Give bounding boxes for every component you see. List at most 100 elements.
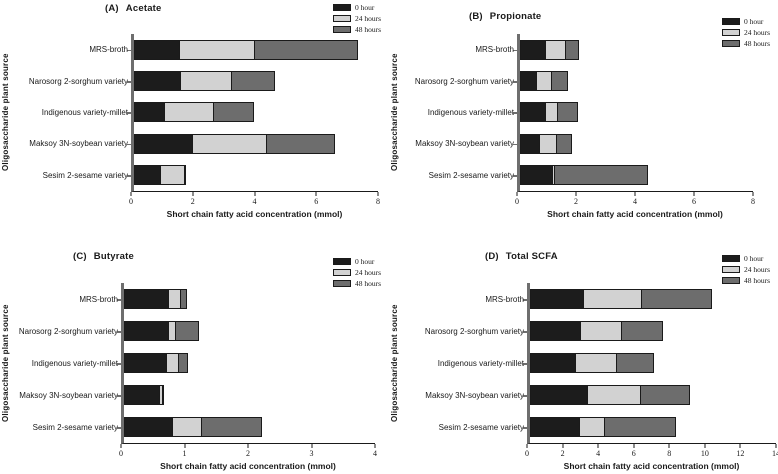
- bar-segment-0-hour: [134, 133, 194, 154]
- bar-segment-48-hours: [266, 133, 335, 154]
- x-tick-label: 10: [700, 449, 709, 458]
- bar-segment-48-hours: [555, 133, 572, 154]
- bar-row: Narosorg 2-sorghum variety: [19, 321, 375, 341]
- bar-track: [124, 353, 375, 373]
- x-tick-label: 6: [692, 197, 696, 206]
- x-axis-title: Short chain fatty acid concentration (mm…: [160, 461, 336, 471]
- x-tick: [130, 192, 132, 196]
- bar-segment-48-hours: [201, 417, 262, 437]
- bar-track: [134, 39, 378, 60]
- bar-track: [134, 71, 378, 92]
- bar-segment-48-hours: [621, 321, 664, 341]
- bar-segment-24-hours: [178, 39, 255, 60]
- panel-title: (A) Acetate: [105, 3, 162, 14]
- bar-segment-0-hour: [520, 165, 554, 186]
- category-label: Maksoy 3N-soybean variety: [425, 390, 524, 400]
- bar-track: [520, 165, 753, 186]
- legend-label: 48 hours: [354, 25, 381, 34]
- legend-item: 24 hours: [721, 265, 770, 274]
- x-tick-label: 2: [190, 197, 195, 206]
- category-label: Indigenous variety-millet: [41, 107, 128, 117]
- x-tick-label: 12: [736, 449, 745, 458]
- panel-name: Butyrate: [93, 251, 134, 262]
- bar-segment-48-hours: [231, 71, 276, 92]
- legend-item: 48 hours: [721, 39, 770, 48]
- bar-segment-0-hour: [124, 353, 167, 373]
- legend-label: 24 hours: [354, 268, 381, 277]
- bar-segment-0-hour: [134, 102, 165, 123]
- x-axis: 0 2 4 6 8: [129, 192, 380, 210]
- chart-panel-total-scfa: Oligosaccharide plant source (D) Total SC…: [389, 237, 778, 474]
- bar-row: MRS-broth: [89, 39, 378, 60]
- bar-segment-24-hours: [180, 71, 233, 92]
- bar-row: Sesim 2-sesame variety: [439, 417, 776, 437]
- bar-track: [520, 133, 753, 154]
- bar-segment-0-hour: [134, 71, 182, 92]
- x-tick-label: 8: [667, 449, 672, 458]
- legend-item: 24 hours: [721, 28, 770, 37]
- bar-segment-0-hour: [134, 39, 180, 60]
- bar-segment-24-hours: [171, 417, 203, 437]
- bar-row: Sesim 2-sesame variety: [33, 417, 375, 437]
- legend: 0 hour 24 hours 48 hours: [332, 3, 381, 34]
- bar-segment-48-hours: [564, 39, 580, 60]
- bar-row: MRS-broth: [475, 39, 753, 60]
- bar-track: [134, 133, 378, 154]
- legend-label: 0 hour: [354, 257, 375, 266]
- bar-row: MRS-broth: [79, 289, 375, 309]
- legend: 0 hour 24 hours 48 hours: [721, 254, 770, 285]
- plot-area: MRS-broth Narosorg 2-sorghum variety Indig…: [425, 283, 778, 471]
- bar-segment-0-hour: [124, 321, 170, 341]
- legend-label: 24 hours: [743, 28, 770, 37]
- x-tick-label: 3: [309, 449, 314, 458]
- bar-segment-0-hour: [520, 71, 538, 92]
- bar-segment-48-hours: [254, 39, 358, 60]
- bar-segment-0-hour: [530, 321, 581, 341]
- x-axis: 0 1 2 3 4: [119, 444, 377, 462]
- panel-title: (C) Butyrate: [73, 251, 134, 262]
- bar-segment-48-hours: [603, 417, 677, 437]
- panel-letter: (B): [469, 11, 483, 22]
- bar-track: [124, 385, 375, 405]
- bar-segment-0-hour: [530, 289, 585, 309]
- bar-segment-24-hours: [579, 417, 605, 437]
- panel-title: (B) Propionate: [469, 11, 541, 22]
- legend-item: 48 hours: [332, 25, 381, 34]
- plot-area: MRS-broth Narosorg 2-sorghum variety Indig…: [29, 34, 380, 219]
- bar-segment-0-hour: [520, 102, 547, 123]
- legend-item: 48 hours: [721, 276, 770, 285]
- x-tick-label: 2: [246, 449, 250, 458]
- bar-track: [124, 289, 375, 309]
- bar-row: Indigenous variety-millet: [428, 102, 753, 123]
- legend: 0 hour 24 hours 48 hours: [332, 257, 381, 288]
- plot-rows: MRS-broth Narosorg 2-sorghum variety Indig…: [29, 34, 378, 192]
- legend-label: 48 hours: [354, 279, 381, 288]
- x-tick-label: 8: [376, 197, 380, 206]
- bar-track: [530, 321, 776, 341]
- panel-name: Total SCFA: [505, 251, 558, 262]
- bar-segment-24-hours: [163, 102, 214, 123]
- legend-swatch: [721, 18, 740, 25]
- x-tick: [752, 192, 754, 196]
- bar-segment-24-hours: [579, 321, 623, 341]
- x-axis: 0 2 4 6 8 10 12 14: [525, 444, 778, 462]
- category-label: Narosorg 2-sorghum variety: [424, 326, 524, 336]
- bar-track: [124, 321, 375, 341]
- category-label: MRS-broth: [475, 45, 514, 55]
- bar-segment-24-hours: [539, 133, 557, 154]
- category-label: Maksoy 3N-soybean variety: [19, 390, 118, 400]
- x-tick: [315, 192, 317, 196]
- x-tick-label: 4: [633, 197, 637, 206]
- category-label: MRS-broth: [89, 45, 128, 55]
- bar-row: Indigenous variety-millet: [32, 353, 375, 373]
- category-label: Indigenous variety-millet: [31, 358, 118, 368]
- category-label: MRS-broth: [485, 294, 524, 304]
- x-tick: [668, 444, 670, 448]
- bar-segment-0-hour: [134, 165, 162, 186]
- x-tick: [516, 192, 518, 196]
- x-tick: [374, 444, 376, 448]
- legend-item: 48 hours: [332, 279, 381, 288]
- plot-rows: MRS-broth Narosorg 2-sorghum variety Indig…: [415, 34, 753, 192]
- legend-label: 0 hour: [354, 3, 375, 12]
- bar-row: Narosorg 2-sorghum variety: [425, 321, 776, 341]
